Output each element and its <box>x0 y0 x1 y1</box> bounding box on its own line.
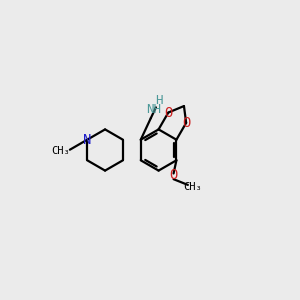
Text: CH₃: CH₃ <box>51 146 70 156</box>
Text: O: O <box>164 106 172 120</box>
Text: O: O <box>182 116 190 130</box>
Text: N: N <box>83 133 92 147</box>
Text: O: O <box>169 169 178 182</box>
Text: CH₃: CH₃ <box>183 182 202 192</box>
Text: NH: NH <box>146 103 161 116</box>
Text: H: H <box>156 94 163 107</box>
